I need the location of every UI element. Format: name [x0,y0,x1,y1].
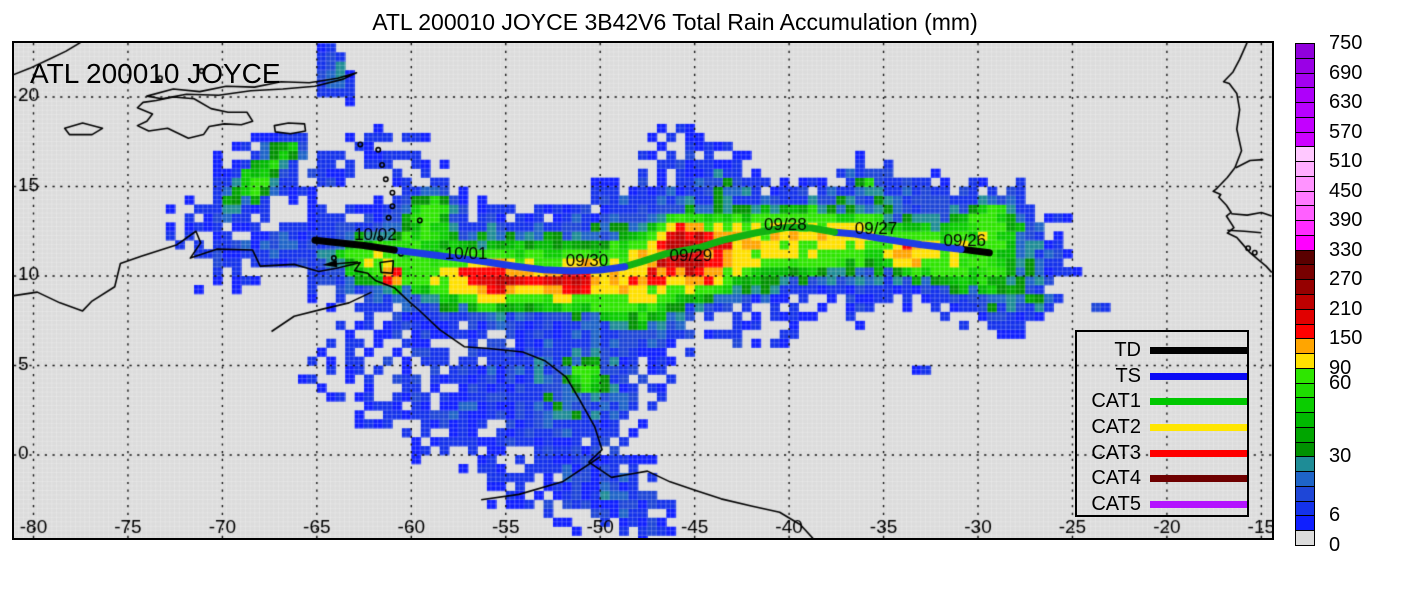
legend-row-cat4: CAT4 [1077,466,1247,492]
colorbar-cell [1295,382,1315,399]
legend-row-cat5: CAT5 [1077,492,1247,518]
colorbar-tick-label: 150 [1329,327,1363,350]
colorbar-tick-label: 450 [1329,179,1363,202]
colorbar-tick-label: 510 [1329,150,1363,173]
colorbar-cell [1295,175,1315,192]
colorbar-cell [1295,116,1315,133]
colorbar-cell [1295,441,1315,458]
colorbar-tick-label: 690 [1329,61,1363,84]
legend-line-swatch [1150,347,1247,355]
legend-line-swatch [1150,398,1247,406]
colorbar-cell [1295,205,1315,222]
colorbar-cell [1295,367,1315,384]
legend-line-swatch [1150,449,1247,457]
colorbar-cell [1295,57,1315,74]
colorbar-tick-label: 6 [1329,504,1341,527]
legend-label: CAT4 [1091,467,1141,490]
legend-label: CAT2 [1091,416,1141,439]
colorbar [1295,43,1315,546]
colorbar-cell [1295,485,1315,502]
colorbar-tick-label: 270 [1329,268,1363,291]
legend-row-ts: TS [1077,364,1247,390]
legend-line-swatch [1150,372,1247,380]
colorbar-cell [1295,471,1315,487]
colorbar-cell [1295,323,1315,340]
colorbar-cell [1295,338,1315,355]
colorbar-cell [1295,294,1315,310]
legend-label: CAT1 [1091,390,1141,413]
colorbar-tick-label: 60 [1329,371,1352,394]
colorbar-cell [1295,426,1315,443]
legend-label: CAT5 [1091,492,1141,515]
chart-title: ATL 200010 JOYCE 3B42V6 Total Rain Accum… [372,9,978,35]
colorbar-cell [1295,515,1315,532]
legend-row-cat2: CAT2 [1077,415,1247,441]
colorbar-cell [1295,72,1315,89]
colorbar-cell [1295,190,1315,207]
colorbar-cell [1295,87,1315,104]
legend-label: TS [1115,364,1141,387]
colorbar-tick-label: 570 [1329,120,1363,143]
colorbar-cell [1295,264,1315,281]
colorbar-cell [1295,131,1315,148]
colorbar-tick-label: 750 [1329,32,1363,54]
legend-line-swatch [1150,424,1247,432]
colorbar-tick-label: 90 [1329,356,1352,379]
colorbar-tick-label: 210 [1329,297,1363,320]
legend-row-cat3: CAT3 [1077,440,1247,466]
colorbar-cell [1295,353,1315,369]
colorbar-cell [1295,500,1315,517]
map-storm-label: ATL 200010 JOYCE [30,58,281,89]
colorbar-cell [1295,397,1315,414]
colorbar-tick-label: 0 [1329,534,1341,556]
colorbar-tick-label: 30 [1329,445,1352,468]
colorbar-cell [1295,456,1315,473]
colorbar-cell [1295,220,1315,236]
colorbar-tick-label: 630 [1329,91,1363,114]
colorbar-cell [1295,146,1315,163]
legend-line-swatch [1150,500,1247,508]
colorbar-cell [1295,234,1315,251]
colorbar-cell [1295,249,1315,266]
legend-row-cat1: CAT1 [1077,389,1247,415]
colorbar-cell [1295,530,1315,546]
colorbar-cell [1295,279,1315,295]
legend-row-td: TD [1077,338,1247,364]
colorbar-tick-label: 330 [1329,238,1363,261]
legend-label: CAT3 [1091,441,1141,464]
colorbar-cell [1295,102,1315,118]
colorbar-cell [1295,308,1315,325]
colorbar-cell [1295,412,1315,428]
legend-line-swatch [1150,475,1247,483]
rain-accumulation-map [14,43,1272,538]
colorbar-cell [1295,161,1315,177]
legend-label: TD [1114,339,1141,362]
colorbar-tick-label: 390 [1329,209,1363,232]
storm-category-legend: TD TS CAT1 CAT2 CAT3 CAT4 CAT5 [1075,330,1249,517]
colorbar-cell [1295,43,1315,59]
